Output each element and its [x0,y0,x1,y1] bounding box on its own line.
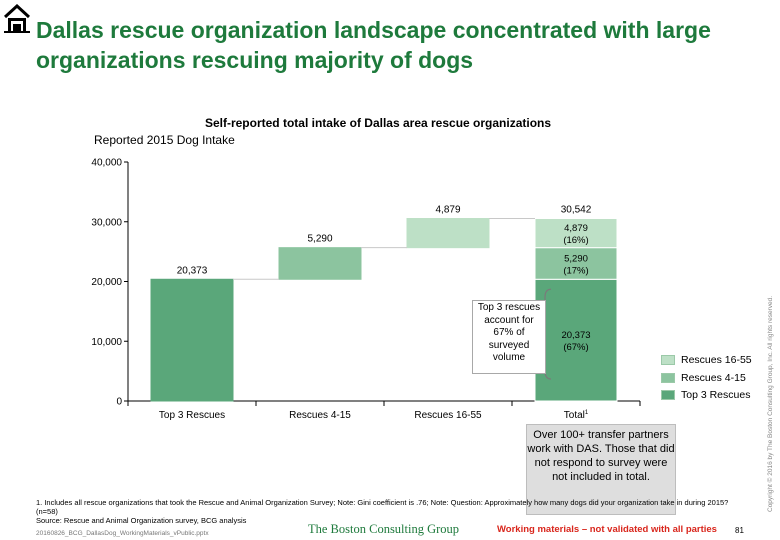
x-category-label: Top 3 Rescues [159,410,225,421]
y-tick-label: 30,000 [91,217,122,228]
total-segment-rescues-16-55 [534,218,618,249]
legend-swatch [661,372,675,383]
chart-title: Self-reported total intake of Dallas are… [204,116,552,130]
total-segment-top-3-rescues [534,278,618,402]
total-segment-rescues-4-15 [534,247,618,280]
bar-value-label: 20,373 [177,265,208,276]
bar-value-label: 5,290 [307,234,332,245]
bar-value-label: 30,542 [561,205,592,216]
legend-item-rescues-16-55: Rescues 16-55 [661,352,752,368]
legend: Rescues 16-55 Rescues 4-15 Top 3 Rescues [661,352,752,405]
note-box: Over 100+ transfer partners work with DA… [526,424,676,515]
page-title: Dallas rescue organization landscape con… [36,17,711,73]
segment-pct-label: (16%) [563,235,588,246]
copyright-note: Copyright © 2016 by The Boston Consultin… [767,295,774,512]
legend-label: Top 3 Rescues [681,389,751,401]
bar-rescues-16-55 [406,218,490,249]
legend-item-top-3-rescues: Top 3 Rescues [661,387,752,403]
x-category-label: Rescues 16-55 [414,410,482,421]
bar-rescues-4-15 [278,247,362,280]
page-number: 81 [735,526,744,535]
y-tick-label: 0 [116,397,122,408]
y-axis-label: Reported 2015 Dog Intake [94,133,235,147]
segment-value-label: 20,373 [561,330,590,341]
callout-box: Top 3 rescues account for 67% of surveye… [472,300,546,374]
file-name: 20160826_BCG_DallasDog_WorkingMaterials_… [36,530,209,537]
source-note: Source: Rescue and Animal Organization s… [36,516,247,525]
y-tick-label: 10,000 [91,337,122,348]
legend-swatch [661,390,675,400]
x-category-label: Total1 [564,410,589,421]
bar-value-label: 4,879 [435,205,460,216]
brand-logo-text: The Boston Consulting Group [308,522,460,536]
x-category-superscript: 1 [585,410,589,416]
segment-pct-label: (17%) [563,265,588,276]
working-materials-note: Working materials – not validated with a… [497,524,717,535]
house-icon [4,4,30,33]
bar-top-3-rescues [150,278,234,402]
footnote: 1. Includes all rescue organizations tha… [36,498,729,516]
x-category-label: Rescues 4-15 [289,410,351,421]
legend-swatch [661,355,675,365]
y-tick-label: 40,000 [91,158,122,169]
segment-value-label: 4,879 [564,223,588,234]
segment-value-label: 5,290 [564,253,588,264]
legend-label: Rescues 4-15 [681,371,746,384]
segment-pct-label: (67%) [563,342,588,353]
legend-label: Rescues 16-55 [681,354,752,366]
legend-item-rescues-4-15: Rescues 4-15 [661,370,752,386]
y-tick-label: 20,000 [91,277,122,288]
